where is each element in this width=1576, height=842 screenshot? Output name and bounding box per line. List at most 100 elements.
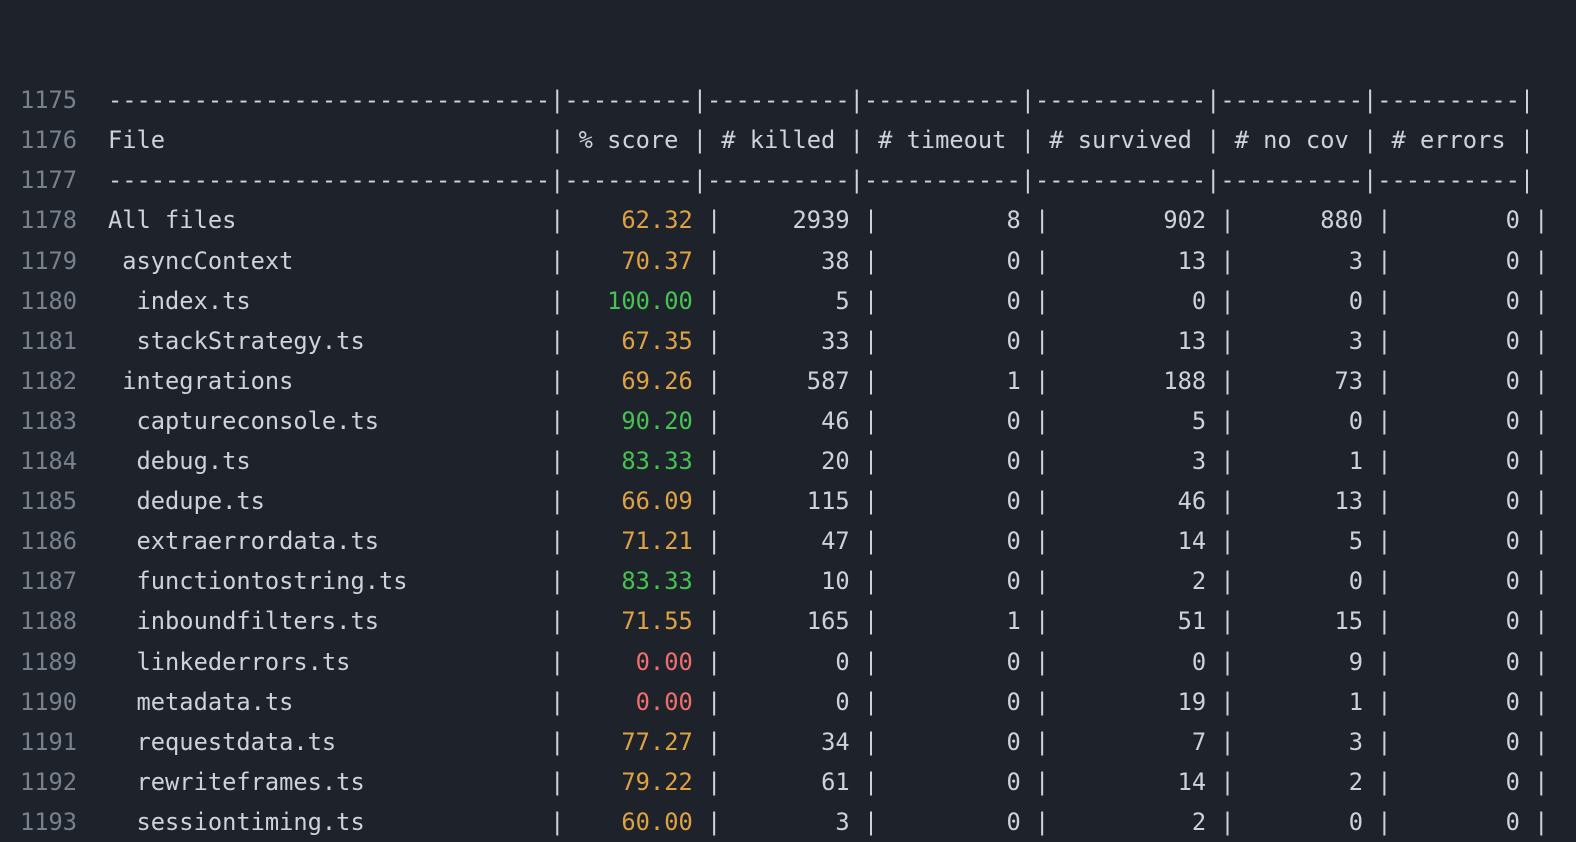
killed-cell: | 5	[706, 286, 864, 315]
table-row: 1191 requestdata.ts | 77.27 | 34 | 0 | 7…	[0, 722, 1576, 762]
timeout-cell: | 0	[863, 406, 1035, 435]
killed-cell: | 10	[706, 567, 864, 596]
line-number: 1189	[19, 647, 77, 676]
killed-cell: | 3	[706, 807, 864, 836]
table-row: 1184 debug.ts | 83.33 | 20 | 0 | 3 | 1 |…	[0, 441, 1576, 481]
table-row: 1189 linkederrors.ts | 0.00 | 0 | 0 | 0 …	[0, 642, 1576, 682]
no-cov-cell: | 5	[1220, 527, 1378, 556]
survived-cell: | 19	[1035, 687, 1221, 716]
errors-cell: | 0	[1377, 647, 1535, 676]
no-cov-cell: | 3	[1220, 326, 1378, 355]
survived-cell: | 902	[1035, 206, 1221, 235]
no-cov-cell: | 3	[1220, 246, 1378, 275]
score-cell: 77.27	[578, 727, 693, 756]
killed-cell: | 165	[706, 607, 864, 636]
no-cov-cell: | 15	[1220, 607, 1378, 636]
table-row-text: metadata.ts | 0.00 | 0 | 0 | 19 | 1 | 0 …	[108, 687, 1549, 716]
line-number: 1186	[19, 527, 77, 556]
errors-cell: | 0	[1377, 767, 1535, 796]
table-row: 1178 All files | 62.32 | 2939 | 8 | 902 |…	[0, 200, 1576, 240]
timeout-cell: | 0	[863, 727, 1035, 756]
score-cell: 0.00	[578, 687, 693, 716]
killed-cell: | 0	[706, 647, 864, 676]
file-cell: extraerrordata.ts |	[108, 527, 579, 556]
file-cell: linkederrors.ts |	[108, 647, 579, 676]
file-cell: All files |	[108, 206, 579, 235]
errors-cell: | 0	[1377, 406, 1535, 435]
table-row: 1179 asyncContext | 70.37 | 38 | 0 | 13 …	[0, 241, 1576, 281]
line-number: 1192	[19, 767, 77, 796]
line-number: 1175	[19, 86, 77, 115]
table-row: 1186 extraerrordata.ts | 71.21 | 47 | 0 …	[0, 521, 1576, 561]
no-cov-cell: | 3	[1220, 727, 1378, 756]
killed-cell: | 2939	[706, 206, 864, 235]
file-cell: index.ts |	[108, 286, 579, 315]
survived-cell: | 46	[1035, 487, 1221, 516]
timeout-cell: | 0	[863, 807, 1035, 836]
no-cov-cell: | 0	[1220, 567, 1378, 596]
file-cell: asyncContext |	[108, 246, 579, 275]
table-row-text: debug.ts | 83.33 | 20 | 0 | 3 | 1 | 0 |	[108, 447, 1549, 476]
mutation-score-table: 1175 -------------------------------|----…	[0, 80, 1576, 842]
table-row: 1192 rewriteframes.ts | 79.22 | 61 | 0 |…	[0, 762, 1576, 802]
errors-cell: | 0	[1377, 206, 1535, 235]
survived-cell: | 7	[1035, 727, 1221, 756]
score-cell: 62.32	[578, 206, 693, 235]
survived-cell: | 13	[1035, 326, 1221, 355]
table-row: 1190 metadata.ts | 0.00 | 0 | 0 | 19 | 1…	[0, 682, 1576, 722]
no-cov-cell: | 0	[1220, 807, 1378, 836]
file-cell: dedupe.ts |	[108, 487, 579, 516]
line-number: 1191	[19, 727, 77, 756]
table-row-text: stackStrategy.ts | 67.35 | 33 | 0 | 13 |…	[108, 326, 1549, 355]
timeout-cell: | 0	[863, 567, 1035, 596]
killed-cell: | 115	[706, 487, 864, 516]
table-row-text: linkederrors.ts | 0.00 | 0 | 0 | 0 | 9 |…	[108, 647, 1549, 676]
killed-cell: | 61	[706, 767, 864, 796]
table-row-text: asyncContext | 70.37 | 38 | 0 | 13 | 3 |…	[108, 246, 1549, 275]
timeout-cell: | 1	[863, 366, 1035, 395]
survived-cell: | 3	[1035, 447, 1221, 476]
score-cell: 71.55	[578, 607, 693, 636]
timeout-cell: | 0	[863, 246, 1035, 275]
header-row-text: File | % score | # killed | # timeout | …	[108, 120, 1534, 160]
no-cov-cell: | 0	[1220, 286, 1378, 315]
killed-cell: | 34	[706, 727, 864, 756]
no-cov-cell: | 0	[1220, 406, 1378, 435]
line-number: 1184	[19, 447, 77, 476]
line-number: 1179	[19, 246, 77, 275]
column-headers: File | % score | # killed | # timeout | …	[108, 126, 1535, 155]
score-cell: 79.22	[578, 767, 693, 796]
table-row-text: extraerrordata.ts | 71.21 | 47 | 0 | 14 …	[108, 527, 1549, 556]
table-row: 1188 inboundfilters.ts | 71.55 | 165 | 1…	[0, 601, 1576, 641]
table-row: 1187 functiontostring.ts | 83.33 | 10 | …	[0, 561, 1576, 601]
no-cov-cell: | 73	[1220, 366, 1378, 395]
separator-row: 1177 -------------------------------|----…	[0, 160, 1576, 200]
errors-cell: | 0	[1377, 607, 1535, 636]
table-row: 1193 sessiontiming.ts | 60.00 | 3 | 0 | …	[0, 802, 1576, 842]
errors-cell: | 0	[1377, 527, 1535, 556]
timeout-cell: | 0	[863, 767, 1035, 796]
survived-cell: | 14	[1035, 527, 1221, 556]
survived-cell: | 2	[1035, 567, 1221, 596]
table-row-text: index.ts | 100.00 | 5 | 0 | 0 | 0 | 0 |	[108, 286, 1549, 315]
file-cell: requestdata.ts |	[108, 727, 579, 756]
table-row: 1180 index.ts | 100.00 | 5 | 0 | 0 | 0 |…	[0, 281, 1576, 321]
line-number: 1193	[19, 807, 77, 836]
killed-cell: | 587	[706, 366, 864, 395]
table-row: 1183 captureconsole.ts | 90.20 | 46 | 0 …	[0, 401, 1576, 441]
no-cov-cell: | 9	[1220, 647, 1378, 676]
score-cell: 100.00	[578, 286, 693, 315]
line-number: 1188	[19, 607, 77, 636]
line-number: 1176	[19, 126, 77, 155]
line-number: 1182	[19, 366, 77, 395]
line-number: 1190	[19, 687, 77, 716]
survived-cell: | 0	[1035, 286, 1221, 315]
score-cell: 69.26	[578, 366, 693, 395]
errors-cell: | 0	[1377, 487, 1535, 516]
killed-cell: | 33	[706, 326, 864, 355]
killed-cell: | 47	[706, 527, 864, 556]
errors-cell: | 0	[1377, 447, 1535, 476]
table-row-text: integrations | 69.26 | 587 | 1 | 188 | 7…	[108, 366, 1549, 395]
survived-cell: | 0	[1035, 647, 1221, 676]
